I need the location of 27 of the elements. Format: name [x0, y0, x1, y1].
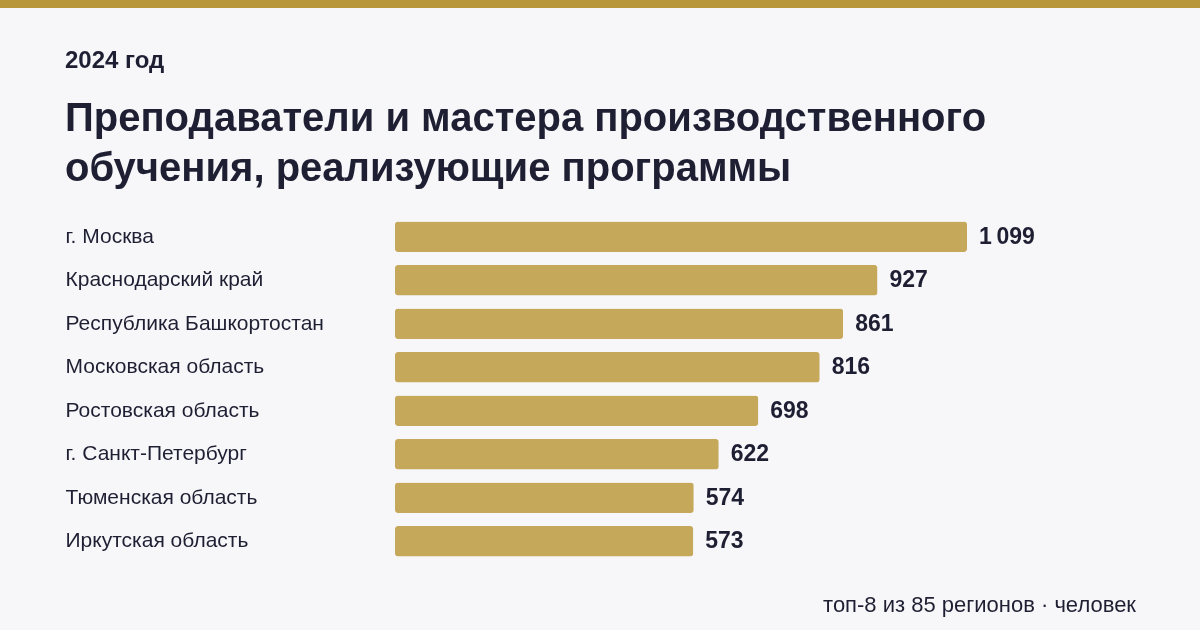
y-tick-label: Краснодарский край	[65, 267, 264, 291]
bar	[395, 439, 719, 470]
bar	[395, 526, 694, 557]
data-label: 698	[770, 396, 809, 423]
y-tick-label: г. Санкт-Петербург	[65, 441, 248, 465]
data-label: 1 099	[979, 222, 1035, 249]
text: топ-8 из 85 регионов · человек	[823, 592, 1136, 618]
data-label: 574	[705, 483, 745, 510]
bar	[395, 265, 878, 296]
data-label: 816	[831, 353, 871, 380]
bar	[395, 308, 844, 339]
bar	[395, 221, 967, 252]
y-tick-label: Тюменская область	[65, 484, 258, 508]
y-tick-label: Московская область	[65, 354, 265, 378]
text: 2024 год	[65, 46, 165, 74]
data-label: 573	[705, 527, 744, 554]
data-label: 927	[889, 266, 928, 293]
y-tick-label: г. Москва	[65, 223, 155, 247]
y-tick-label: Республика Башкортостан	[65, 310, 324, 334]
bar	[395, 482, 694, 513]
data-label: 861	[855, 309, 894, 336]
bar	[395, 395, 759, 426]
bar	[395, 352, 820, 383]
y-tick-label: Ростовская область	[65, 397, 260, 421]
y-tick-label: Иркутская область	[65, 528, 249, 552]
data-label: 622	[730, 440, 770, 467]
chart-title: Преподаватели и мастера производственного обучения, реализующие программы	[65, 94, 988, 191]
